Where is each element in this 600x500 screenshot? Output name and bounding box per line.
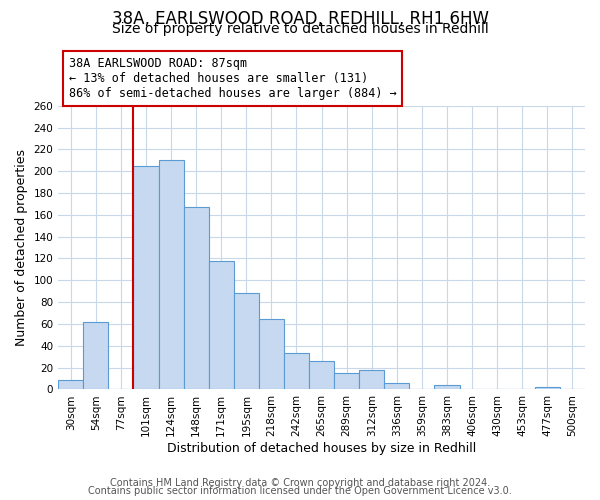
Bar — [158, 160, 184, 390]
Bar — [359, 370, 385, 390]
Text: Contains HM Land Registry data © Crown copyright and database right 2024.: Contains HM Land Registry data © Crown c… — [110, 478, 490, 488]
Bar — [259, 318, 284, 390]
Bar — [284, 354, 309, 390]
Bar — [184, 207, 209, 390]
Text: 38A, EARLSWOOD ROAD, REDHILL, RH1 6HW: 38A, EARLSWOOD ROAD, REDHILL, RH1 6HW — [112, 10, 488, 28]
Text: Size of property relative to detached houses in Redhill: Size of property relative to detached ho… — [112, 22, 488, 36]
Bar — [209, 260, 234, 390]
Bar — [133, 166, 158, 390]
X-axis label: Distribution of detached houses by size in Redhill: Distribution of detached houses by size … — [167, 442, 476, 455]
Bar — [385, 383, 409, 390]
Bar — [334, 373, 359, 390]
Y-axis label: Number of detached properties: Number of detached properties — [15, 149, 28, 346]
Text: Contains public sector information licensed under the Open Government Licence v3: Contains public sector information licen… — [88, 486, 512, 496]
Bar — [535, 388, 560, 390]
Bar — [83, 322, 109, 390]
Bar — [234, 294, 259, 390]
Bar — [309, 361, 334, 390]
Text: 38A EARLSWOOD ROAD: 87sqm
← 13% of detached houses are smaller (131)
86% of semi: 38A EARLSWOOD ROAD: 87sqm ← 13% of detac… — [69, 57, 397, 100]
Bar — [434, 385, 460, 390]
Bar — [58, 380, 83, 390]
